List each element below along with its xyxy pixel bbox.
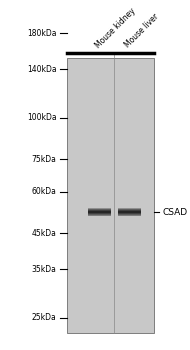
Bar xyxy=(118,208,141,209)
Bar xyxy=(118,216,141,217)
Text: 25kDa: 25kDa xyxy=(32,313,57,322)
Bar xyxy=(88,215,111,216)
Text: 60kDa: 60kDa xyxy=(32,187,57,196)
Bar xyxy=(118,213,141,214)
Text: 140kDa: 140kDa xyxy=(27,65,57,74)
Text: Mouse kidney: Mouse kidney xyxy=(93,6,137,50)
Bar xyxy=(88,209,111,210)
Text: Mouse liver: Mouse liver xyxy=(124,12,161,50)
Bar xyxy=(118,215,141,216)
Text: 180kDa: 180kDa xyxy=(27,29,57,38)
Bar xyxy=(118,212,141,213)
Bar xyxy=(118,214,141,215)
Text: 45kDa: 45kDa xyxy=(32,229,57,238)
Text: 100kDa: 100kDa xyxy=(27,113,57,122)
Bar xyxy=(88,214,111,215)
Bar xyxy=(88,208,111,209)
Text: 35kDa: 35kDa xyxy=(32,265,57,274)
Bar xyxy=(88,216,111,217)
Bar xyxy=(88,210,111,211)
Bar xyxy=(118,211,141,212)
Bar xyxy=(88,212,111,213)
Bar xyxy=(88,213,111,214)
Bar xyxy=(118,210,141,211)
Bar xyxy=(118,209,141,210)
Text: 75kDa: 75kDa xyxy=(32,155,57,164)
Text: CSAD: CSAD xyxy=(162,208,188,217)
Bar xyxy=(88,211,111,212)
Bar xyxy=(67,58,154,334)
